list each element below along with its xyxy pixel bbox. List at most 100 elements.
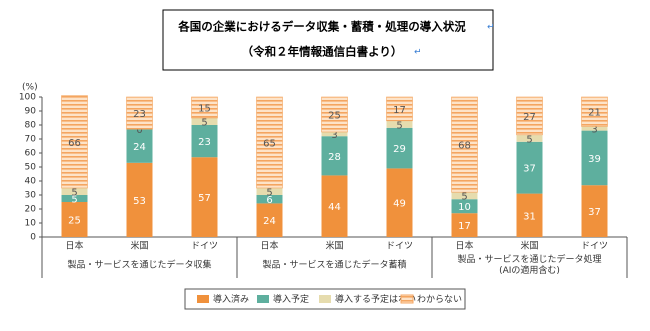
y-tick-label: 70 [25,135,37,145]
legend-label: わからない [417,294,462,305]
data-label: 29 [393,144,406,155]
data-label: 31 [523,211,536,222]
data-label: 5 [201,118,207,129]
bar-segment [516,141,543,194]
bar-segment [386,96,413,122]
chart-title: 各国の企業におけるデータ収集・蓄積・処理の導入状況 [177,20,466,34]
bar-segment [451,192,478,200]
bar-segment [321,175,348,237]
data-label: 3 [331,130,337,141]
data-label: 66 [68,138,81,149]
x-tick-label: 日本 [65,240,83,252]
bar-segment [321,136,348,176]
data-label: 10 [458,202,471,213]
bar-segment [256,195,283,204]
data-label: 39 [588,154,601,165]
bar-segment [191,118,218,125]
data-label: 44 [328,202,341,213]
legend-label: 導入する予定はない [335,293,416,305]
bar-segment [581,185,608,237]
x-tick-label: 米国 [520,240,538,252]
bar-segment [451,96,478,193]
y-tick-label: 100 [19,93,36,103]
bar-segment [61,202,88,237]
y-tick-label: 90 [25,107,37,117]
data-label: 17 [458,221,471,232]
data-label: 5 [71,188,77,199]
bar-segment [61,195,88,202]
bar-segment [321,132,348,137]
bar-segment [256,96,283,189]
paragraph-mark: ↵ [414,48,422,58]
bar-segment [126,96,153,130]
data-label: 57 [198,193,211,204]
data-label: 68 [458,141,471,152]
x-tick-label: ドイツ [386,242,413,252]
data-label: 37 [523,164,536,175]
bar-segment [516,134,543,142]
y-tick-label: 20 [25,205,37,215]
data-label: 5 [526,134,532,145]
data-label: 21 [588,108,601,119]
bar-segment [126,162,153,237]
legend-swatch [400,294,414,304]
bar-segment [386,127,413,169]
bar-segment [256,203,283,237]
data-label: 65 [263,139,276,150]
group-label: 製品・サービスを通じたデータ蓄積 [262,259,406,271]
data-label: 23 [133,109,146,120]
data-label: 5 [71,195,77,206]
data-label: 25 [68,216,81,227]
data-label: 27 [523,112,536,123]
bar-segment [191,125,218,158]
bar-segment [516,193,543,237]
data-label: 15 [198,104,211,115]
y-tick-label: 50 [25,163,37,173]
legend-swatch [257,295,269,303]
bar-segment [386,168,413,237]
bar-segment [321,96,348,133]
bar-segment [256,188,283,195]
legend-label: 導入済み [213,293,249,305]
chart-subtitle: （令和２年情報通信白書より） [242,45,403,59]
y-tick-label: 80 [25,121,37,131]
bar-segment [191,157,218,237]
data-label: 5 [461,192,467,203]
y-tick-label: 60 [25,149,37,159]
data-label: 24 [133,142,146,153]
bar-segment [581,96,608,127]
data-label: 24 [263,216,276,227]
data-label: 17 [393,105,406,116]
data-label: 3 [591,125,597,136]
y-tick-label: 10 [25,219,37,229]
group-label: (AIの適用含む) [499,264,560,276]
y-tick-label: 30 [25,191,37,201]
x-tick-label: 米国 [325,240,343,252]
data-label: 0 [136,125,142,136]
legend-swatch [197,295,209,303]
legend-swatch [319,295,331,303]
bar-segment [581,130,608,186]
legend-label: 導入予定 [273,293,309,305]
x-tick-label: 米国 [130,240,148,252]
bar-segment [61,95,88,189]
group-label: 製品・サービスを通じたデータ収集 [67,259,211,271]
data-label: 5 [266,188,272,199]
y-tick-label: 0 [30,233,36,243]
bar-segment [386,120,413,128]
data-label: 28 [328,152,341,163]
y-tick-label: 40 [25,177,37,187]
x-tick-label: ドイツ [581,242,608,252]
data-label: 49 [393,199,406,210]
bar-segment [61,188,88,195]
bar-segment [451,213,478,237]
x-tick-label: 日本 [260,240,278,252]
bar-segment [126,129,153,163]
group-label: 製品・サービスを通じたデータ処理 [457,253,601,265]
bar-segment [581,126,608,131]
x-tick-label: ドイツ [191,242,218,252]
title-box [162,9,494,71]
data-label: 25 [328,111,341,122]
x-tick-label: 日本 [455,240,473,252]
paragraph-mark: ↵ [487,23,495,33]
